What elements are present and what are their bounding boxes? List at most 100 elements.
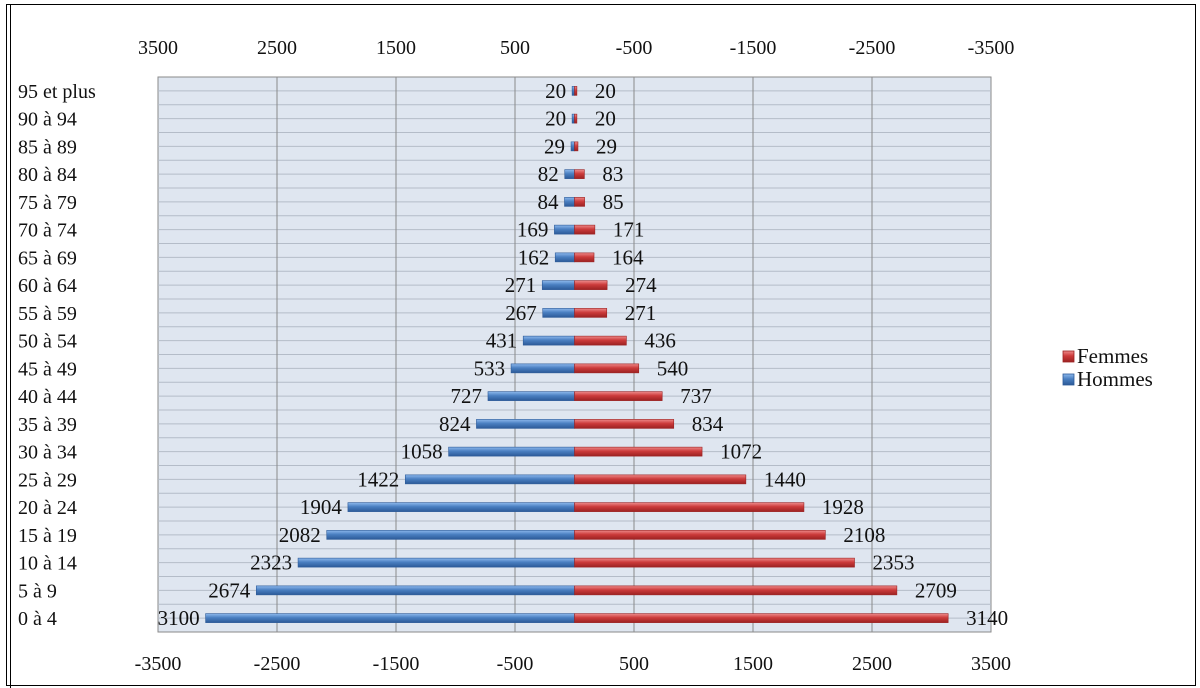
category-label: 80 à 84 (18, 164, 77, 186)
category-label: 60 à 64 (18, 275, 77, 297)
data-label-femmes: 737 (680, 384, 712, 408)
bar-hommes (347, 502, 575, 512)
data-label-femmes: 436 (644, 329, 676, 353)
bar-femmes (574, 585, 898, 596)
data-label-hommes: 271 (505, 273, 537, 297)
data-label-femmes: 540 (657, 356, 689, 380)
category-label: 85 à 89 (18, 136, 77, 158)
bar-femmes (574, 419, 675, 429)
data-label-femmes: 274 (625, 273, 657, 297)
category-label: 95 et plus (18, 81, 96, 103)
category-label: 25 à 29 (18, 469, 77, 491)
bar-hommes (255, 585, 575, 596)
data-label-femmes: 1928 (822, 495, 864, 519)
legend-swatch-hommes (1062, 373, 1075, 386)
data-label-hommes: 1422 (357, 467, 399, 491)
data-label-femmes: 2353 (873, 551, 915, 575)
bar-hommes (487, 391, 575, 401)
tick-label-bottom: 1500 (733, 653, 773, 675)
data-label-hommes: 162 (518, 245, 550, 269)
bar-femmes (574, 363, 640, 374)
category-label: 15 à 19 (18, 525, 77, 547)
bar-femmes (574, 113, 578, 124)
category-label: 75 à 79 (18, 192, 77, 214)
bar-femmes (574, 474, 747, 485)
bar-femmes (574, 86, 578, 96)
tick-label-top: -1500 (730, 37, 777, 59)
category-label: 90 à 94 (18, 109, 77, 131)
data-label-hommes: 2674 (208, 578, 251, 602)
data-label-hommes: 169 (517, 218, 549, 242)
data-label-hommes: 20 (545, 107, 566, 131)
data-label-hommes: 2323 (250, 551, 292, 575)
tick-label-top: 3500 (138, 37, 178, 59)
chart-frame (6, 4, 1196, 686)
category-label: 70 à 74 (18, 220, 77, 242)
bar-hommes (571, 86, 575, 96)
data-label-femmes: 20 (595, 107, 616, 131)
data-label-hommes: 82 (538, 162, 559, 186)
legend-label-femmes: Femmes (1077, 344, 1148, 368)
data-label-hommes: 1904 (300, 495, 343, 519)
tick-label-bottom: 3500 (971, 653, 1011, 675)
bar-hommes (326, 530, 575, 540)
data-label-femmes: 164 (612, 245, 644, 269)
bar-femmes (574, 197, 585, 207)
bar-femmes (574, 530, 826, 540)
tick-label-bottom: 2500 (852, 653, 892, 675)
data-label-femmes: 171 (613, 218, 645, 242)
tick-label-bottom: -500 (497, 653, 534, 675)
data-label-femmes: 85 (603, 190, 624, 214)
bar-femmes (574, 308, 608, 318)
bar-hommes (571, 113, 575, 124)
bar-femmes (574, 252, 595, 263)
bar-hommes (542, 308, 575, 318)
bar-hommes (564, 169, 575, 179)
category-label: 50 à 54 (18, 331, 77, 353)
category-label: 55 à 59 (18, 303, 77, 325)
data-label-hommes: 2082 (279, 523, 321, 547)
category-label: 30 à 34 (18, 442, 77, 464)
bar-hommes (554, 224, 575, 235)
bar-hommes (522, 335, 575, 346)
data-label-femmes: 20 (595, 79, 616, 103)
category-label: 45 à 49 (18, 358, 77, 380)
data-label-femmes: 3140 (966, 606, 1008, 630)
bar-hommes (570, 141, 575, 152)
legend-label-hommes: Hommes (1077, 367, 1153, 391)
chart-frame-inner (10, 4, 1196, 688)
data-label-hommes: 431 (486, 329, 518, 353)
bar-femmes (574, 557, 855, 568)
bar-femmes (574, 335, 627, 346)
category-labels: 0 à 4 5 à 9 10 à 14 15 à 19 20 à 24 25 à 29 30… (18, 81, 96, 630)
data-label-femmes: 29 (596, 134, 617, 158)
data-label-femmes: 1072 (720, 440, 762, 464)
data-label-hommes: 267 (505, 301, 537, 325)
bar-hommes (510, 363, 575, 374)
data-label-femmes: 271 (625, 301, 657, 325)
tick-label-bottom: -1500 (373, 653, 420, 675)
category-label: 0 à 4 (18, 608, 57, 630)
bar-femmes (574, 169, 585, 179)
data-label-femmes: 2108 (843, 523, 885, 547)
tick-label-bottom: -2500 (254, 653, 301, 675)
bar-femmes (574, 391, 663, 401)
tick-label-top: 1500 (376, 37, 416, 59)
bar-hommes (541, 280, 575, 290)
data-label-hommes: 727 (450, 384, 482, 408)
tick-label-top: 2500 (257, 37, 297, 59)
data-label-femmes: 83 (602, 162, 623, 186)
category-label: 20 à 24 (18, 497, 77, 519)
data-label-hommes: 1058 (401, 440, 443, 464)
legend-swatch-femmes (1062, 350, 1075, 363)
category-label: 65 à 69 (18, 247, 77, 269)
bar-hommes (554, 252, 575, 263)
data-label-hommes: 20 (545, 79, 566, 103)
bar-femmes (574, 224, 596, 235)
data-label-hommes: 3100 (158, 606, 200, 630)
category-label: 40 à 44 (18, 386, 77, 408)
bars (205, 86, 949, 623)
bar-femmes (574, 502, 805, 512)
